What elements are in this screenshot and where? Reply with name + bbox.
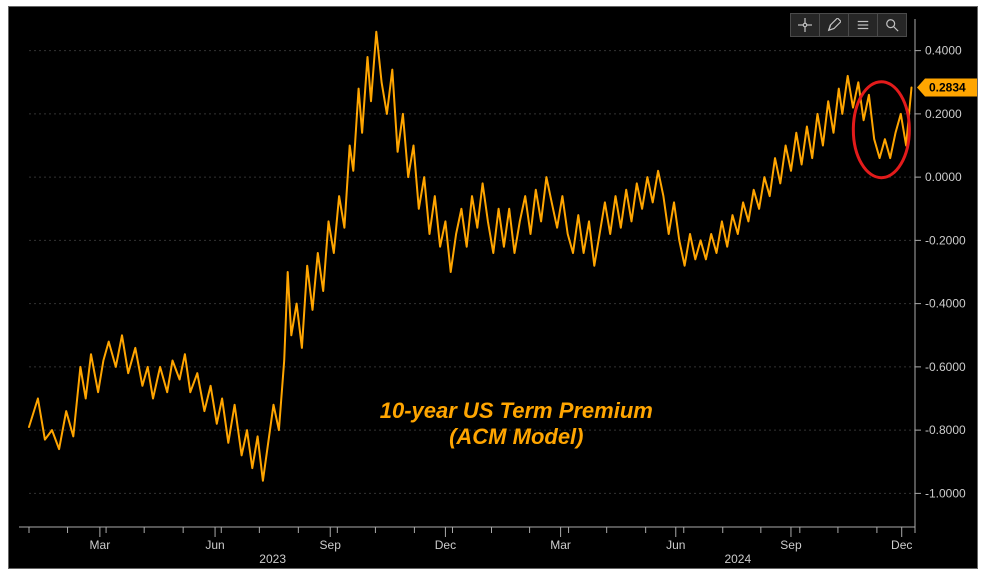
- svg-text:-0.6000: -0.6000: [925, 360, 966, 374]
- svg-text:Mar: Mar: [90, 538, 111, 552]
- svg-text:-0.4000: -0.4000: [925, 297, 966, 311]
- svg-text:0.2834: 0.2834: [929, 80, 966, 94]
- chart-frame: 0.4000 0.2000 0.0000 -0.2000 -0.4000 -0.6000 -…: [0, 0, 986, 575]
- svg-text:0.2000: 0.2000: [925, 107, 962, 121]
- svg-text:0.4000: 0.4000: [925, 44, 962, 58]
- chart-panel: 0.4000 0.2000 0.0000 -0.2000 -0.4000 -0.6000 -…: [8, 6, 978, 569]
- svg-text:Dec: Dec: [435, 538, 456, 552]
- svg-text:0.0000: 0.0000: [925, 170, 962, 184]
- svg-text:Mar: Mar: [550, 538, 571, 552]
- svg-text:Sep: Sep: [320, 538, 342, 552]
- svg-text:Sep: Sep: [780, 538, 802, 552]
- svg-text:Jun: Jun: [205, 538, 224, 552]
- svg-text:-1.0000: -1.0000: [925, 486, 966, 500]
- svg-text:2024: 2024: [724, 552, 751, 566]
- svg-text:2023: 2023: [259, 552, 286, 566]
- svg-text:-0.8000: -0.8000: [925, 423, 966, 437]
- terminal-chart: 0.4000 0.2000 0.0000 -0.2000 -0.4000 -0.6000 -…: [9, 7, 977, 568]
- svg-text:-0.2000: -0.2000: [925, 233, 966, 247]
- svg-text:Dec: Dec: [891, 538, 912, 552]
- svg-text:Jun: Jun: [666, 538, 685, 552]
